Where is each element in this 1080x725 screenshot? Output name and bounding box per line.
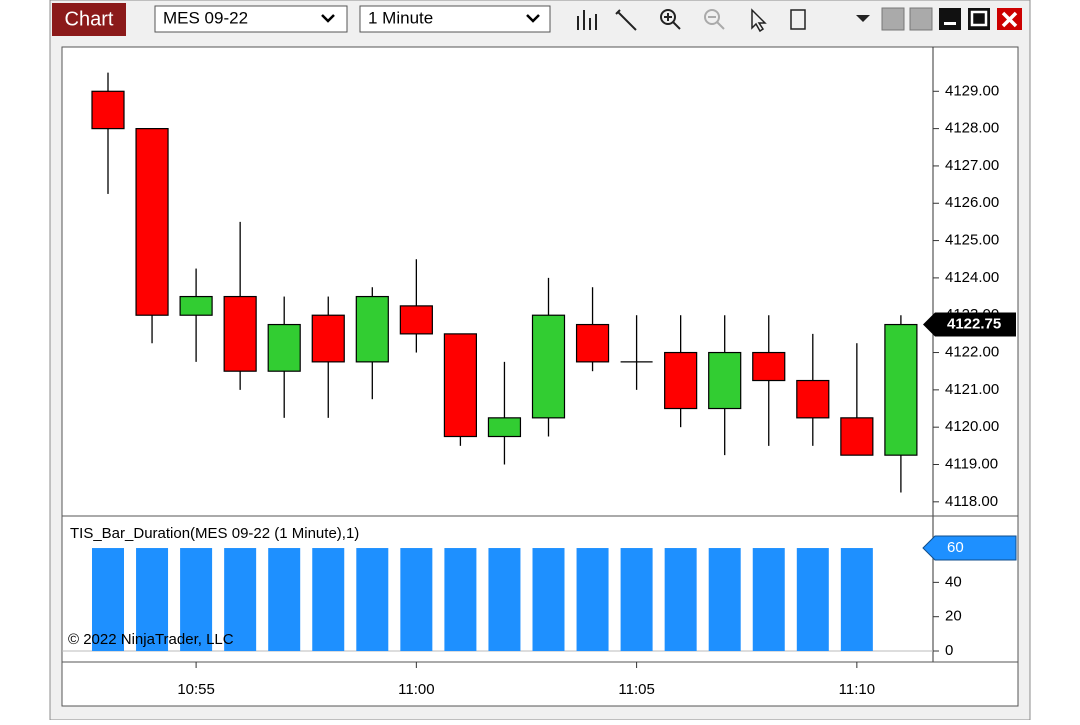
interval-select[interactable] — [359, 5, 551, 33]
toolbar-icons — [577, 8, 806, 33]
bar — [708, 548, 741, 652]
x-tick-label: 11:00 — [398, 681, 434, 698]
candle-body — [355, 295, 389, 363]
y-tick-label: 4129.00 — [945, 82, 999, 99]
y-tick-label: 20 — [945, 608, 962, 625]
interval: 1 Minute — [368, 8, 433, 27]
bar — [840, 548, 873, 652]
y-tick-label: 4126.00 — [945, 194, 999, 211]
instrument-select[interactable] — [154, 5, 348, 33]
y-tick-label: 40 — [945, 573, 962, 590]
candle-body — [664, 351, 698, 410]
zoom-out-icon[interactable] — [704, 9, 720, 25]
candle-body — [223, 295, 257, 372]
last-price-marker — [923, 312, 1016, 337]
candle-body — [179, 295, 213, 316]
last-price-label: 4122.75 — [947, 316, 1001, 333]
bar — [400, 548, 433, 652]
bar — [796, 548, 829, 652]
title-tab — [52, 3, 126, 36]
candle-body — [840, 417, 874, 456]
minimize-glyph — [944, 22, 956, 25]
y-tick-label: 4127.00 — [945, 157, 999, 174]
y-tick-label: 4124.00 — [945, 269, 999, 286]
maximize-glyph — [970, 10, 988, 27]
bar — [664, 548, 697, 652]
candle-body — [135, 128, 169, 316]
candle-body — [311, 314, 345, 363]
candle-body — [575, 323, 610, 363]
candle-body — [487, 417, 522, 438]
bar — [488, 548, 521, 652]
bar — [312, 548, 345, 652]
candle-body — [884, 323, 918, 456]
bar — [532, 548, 565, 652]
data-box-icon[interactable] — [790, 9, 806, 30]
dropdown-arrow — [526, 14, 540, 23]
bar — [576, 548, 609, 652]
bar — [356, 548, 389, 652]
indicator-title: TIS_Bar_Duration(MES 09-22 (1 Minute),1) — [70, 525, 359, 542]
draw-icon[interactable] — [615, 9, 637, 31]
bars-icon[interactable] — [577, 10, 597, 30]
bar — [268, 548, 301, 652]
last-value-label: 60 — [947, 539, 964, 556]
window-button[interactable] — [909, 7, 933, 31]
bar — [224, 548, 257, 652]
menu-arrow[interactable] — [856, 15, 870, 22]
candle-body — [91, 90, 125, 130]
y-tick-label: 4125.00 — [945, 232, 999, 249]
y-tick-label: 4119.00 — [945, 455, 998, 472]
bar — [444, 548, 477, 652]
instrument: MES 09-22 — [163, 8, 248, 27]
x-tick-label: 11:10 — [839, 681, 875, 698]
candle-body — [708, 351, 742, 410]
bar — [180, 548, 213, 652]
x-tick-label: 11:05 — [618, 681, 654, 698]
y-tick-label: 0 — [945, 642, 953, 659]
candle-body — [399, 305, 433, 335]
candle-body — [796, 379, 830, 419]
y-tick-label: 4120.00 — [945, 418, 999, 435]
y-tick-label: 4122.00 — [945, 344, 999, 361]
x-tick-label: 10:55 — [177, 681, 215, 698]
dropdown-arrow — [321, 14, 335, 23]
pointer-icon[interactable] — [751, 8, 767, 33]
bar — [752, 548, 785, 652]
zoom-in-icon[interactable] — [660, 9, 676, 25]
minimize-button[interactable] — [939, 8, 961, 30]
y-tick-label: 4128.00 — [945, 120, 999, 137]
bar — [92, 548, 124, 652]
candle-body — [752, 351, 786, 382]
bar — [136, 548, 169, 652]
window-button[interactable] — [881, 7, 905, 31]
copyright: © 2022 NinjaTrader, LLC — [68, 631, 234, 648]
candle-body — [443, 333, 477, 438]
candle-body — [531, 314, 566, 419]
candle-body — [267, 323, 301, 372]
last-value-marker — [922, 535, 1017, 561]
y-tick-label: 4118.00 — [945, 493, 998, 510]
close-glyph — [1001, 11, 1018, 28]
y-tick-label: 4121.00 — [945, 381, 999, 398]
window-title: Chart — [65, 8, 114, 30]
bar — [620, 548, 653, 652]
